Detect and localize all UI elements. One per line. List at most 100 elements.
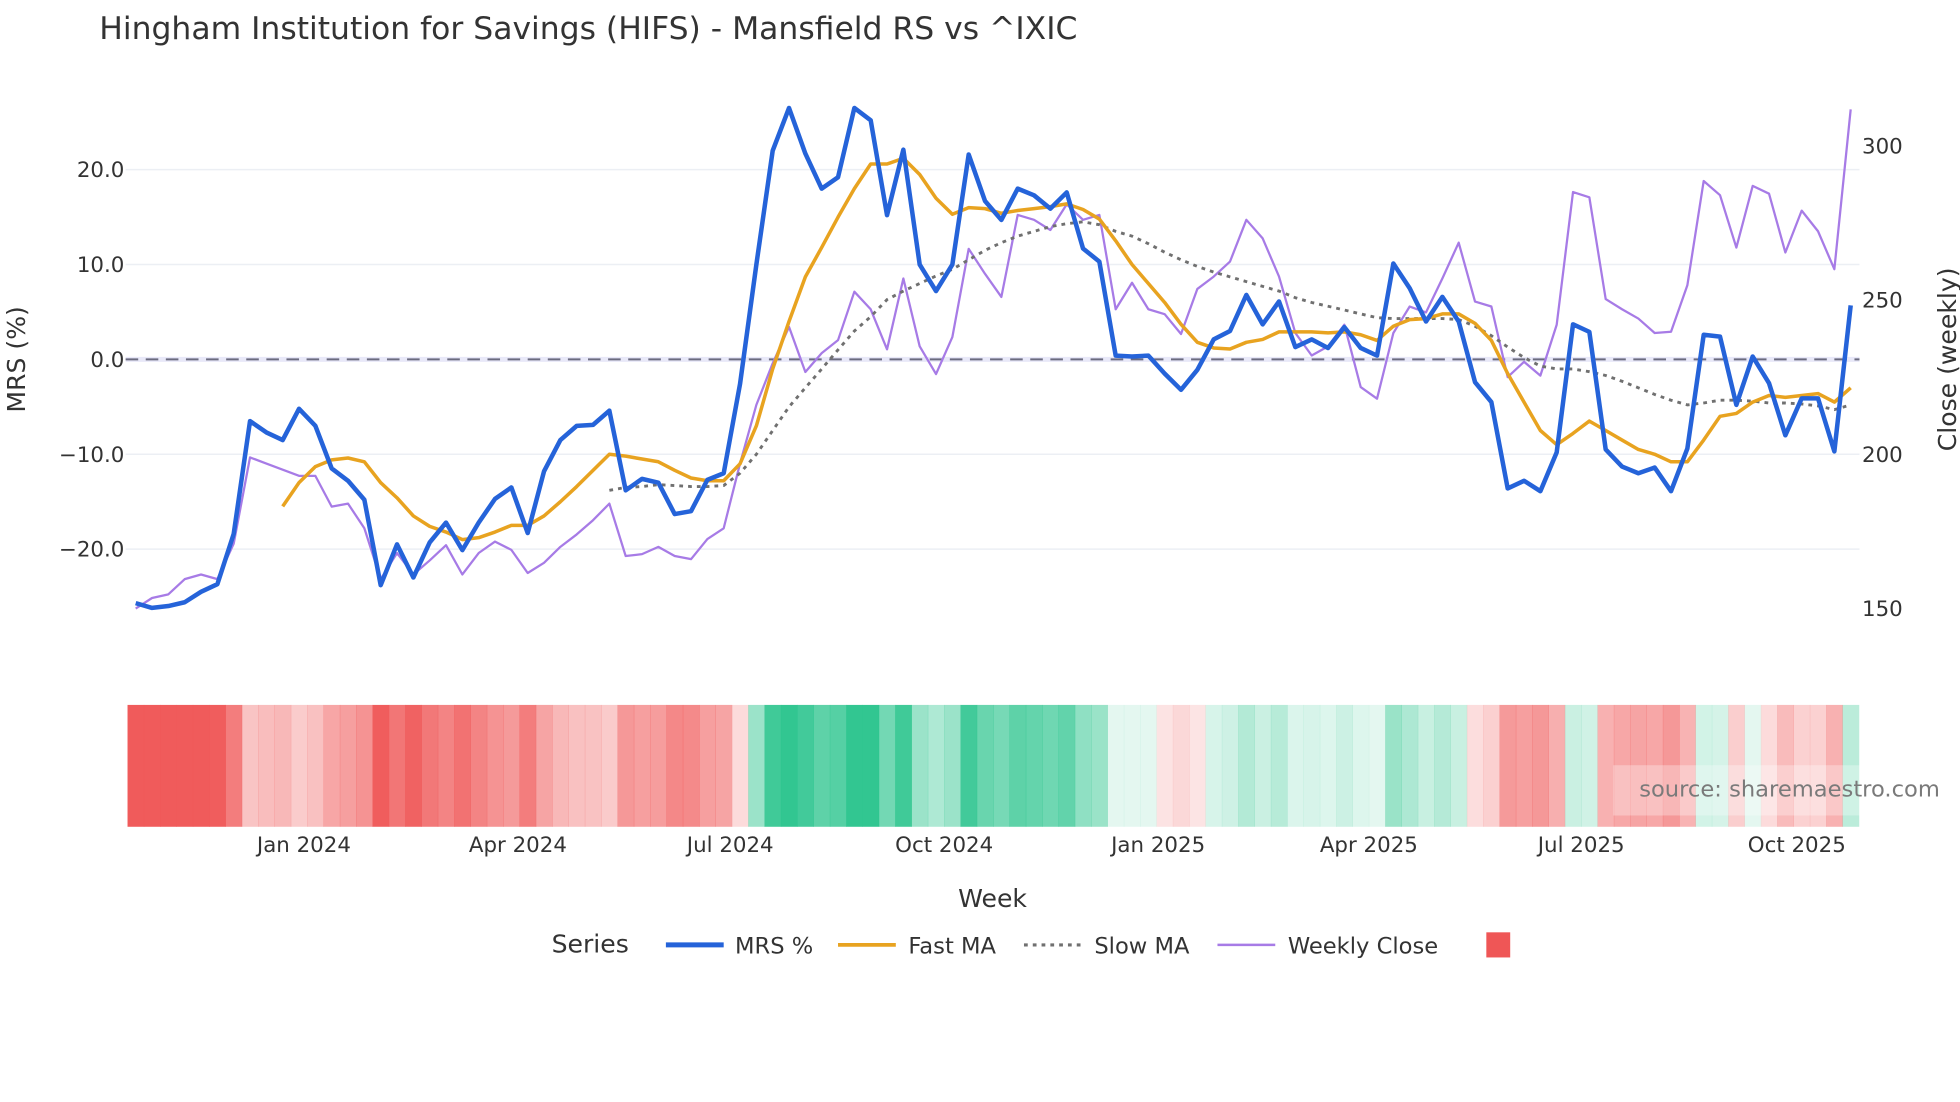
- y-tick-label: 10.0: [77, 253, 125, 278]
- x-axis-title: Week: [958, 884, 1027, 913]
- source-label: source: sharemaestro.com: [1639, 777, 1940, 803]
- legend-label-slow-ma: Slow MA: [1094, 934, 1190, 960]
- heatmap-cell: [388, 704, 406, 827]
- heatmap-cell: [699, 704, 716, 827]
- heatmap-cell: [486, 704, 504, 827]
- heatmap-cell: [927, 704, 945, 827]
- heatmap-cell: [878, 704, 896, 827]
- heatmap-cell: [1450, 704, 1468, 827]
- heatmap-cell: [519, 704, 537, 827]
- heatmap-cell: [1483, 704, 1500, 827]
- heatmap-cell: [1074, 704, 1092, 827]
- legend-item-mrs[interactable]: MRS %: [665, 934, 813, 960]
- heatmap-cell: [584, 704, 602, 827]
- heatmap-cell: [960, 704, 978, 827]
- heatmap-cell: [1662, 704, 1680, 827]
- series-line-slow: [609, 220, 1852, 492]
- y2-axis-title: Close (weekly): [1933, 267, 1960, 451]
- heatmap-cell: [1123, 704, 1141, 827]
- heatmap-cell: [1009, 704, 1027, 827]
- heatmap-cell: [780, 704, 798, 827]
- heatmap-cell: [813, 704, 831, 827]
- gridlines: [125, 168, 1860, 550]
- heatmap-cell: [1679, 704, 1696, 827]
- y-tick-label: −10.0: [59, 443, 124, 468]
- heatmap-cell: [568, 704, 586, 827]
- legend-swatch-heatmap[interactable]: [1486, 932, 1511, 958]
- heatmap-cell: [209, 704, 226, 827]
- heatmap-cell: [1368, 704, 1386, 827]
- heatmap-cell: [1107, 704, 1125, 827]
- heatmap-cell: [1826, 704, 1843, 827]
- heatmap-cell: [1417, 704, 1435, 827]
- heatmap-cell: [241, 704, 259, 827]
- heatmap-cell: [1646, 704, 1664, 827]
- heatmap-cell: [339, 704, 357, 827]
- heatmap-cell: [1319, 704, 1337, 827]
- heatmap-cell: [1401, 704, 1419, 827]
- heatmap-cell: [290, 704, 308, 827]
- heatmap-cell: [1140, 704, 1157, 827]
- heatmap-cell: [437, 704, 455, 827]
- heatmap-cell: [1352, 704, 1370, 827]
- x-tick-label: Jul 2024: [685, 833, 774, 858]
- heatmap-cell: [1287, 704, 1304, 827]
- heatmap-cell: [944, 704, 961, 827]
- legend-item-weekly-close[interactable]: Weekly Close: [1217, 934, 1438, 960]
- heatmap-cell: [1744, 704, 1762, 827]
- heatmap-cell: [862, 704, 880, 827]
- heatmap-cell: [666, 704, 684, 827]
- x-axis-ticks: Jan 2024 Apr 2024 Jul 2024 Oct 2024 Jan 2025…: [255, 833, 1846, 858]
- y-axis-title: MRS (%): [2, 306, 31, 412]
- heatmap-cell: [535, 704, 553, 827]
- heatmap-cell: [454, 704, 471, 827]
- heatmap-cell: [1728, 704, 1745, 827]
- series-line-mrs: [135, 105, 1853, 611]
- heatmap-cell: [895, 704, 912, 827]
- heatmap-cell: [1532, 704, 1549, 827]
- heatmap-cell: [274, 704, 292, 827]
- legend-item-fast-ma[interactable]: Fast MA: [838, 934, 997, 960]
- heatmap-cell: [176, 704, 194, 827]
- legend: Series MRS % Fast MA Slow MA Weekly Clos…: [552, 929, 1511, 960]
- legend-title: Series: [552, 929, 629, 958]
- y-tick-label: −20.0: [59, 538, 124, 563]
- y2-tick-label: 250: [1862, 289, 1903, 314]
- x-tick-label: Apr 2025: [1320, 833, 1418, 858]
- heatmap-cell: [1711, 704, 1729, 827]
- heatmap-cell: [1238, 704, 1255, 827]
- heatmap-cell: [764, 704, 782, 827]
- x-tick-label: Oct 2024: [895, 833, 993, 858]
- y2-axis-ticks: 300 250 200 150: [1862, 134, 1903, 622]
- heatmap-cell: [1499, 704, 1517, 827]
- heatmap-cell: [911, 704, 929, 827]
- x-tick-label: Apr 2024: [469, 833, 567, 858]
- heatmap-cell: [421, 704, 439, 827]
- heatmap-cell: [976, 704, 994, 827]
- heatmap-cell: [470, 704, 488, 827]
- source-background: [1613, 765, 1860, 816]
- y-tick-label: 0.0: [90, 348, 124, 373]
- heatmap-cell: [1581, 704, 1598, 827]
- heatmap-cell: [372, 704, 390, 827]
- x-tick-label: Oct 2025: [1748, 833, 1846, 858]
- legend-item-slow-ma[interactable]: Slow MA: [1023, 934, 1190, 960]
- heatmap-cell: [552, 704, 569, 827]
- heatmap-cell: [307, 704, 324, 827]
- heatmap-cell: [1303, 704, 1321, 827]
- heatmap-cell: [1205, 704, 1223, 827]
- x-tick-label: Jan 2025: [1109, 833, 1205, 858]
- heatmap-cell: [1058, 704, 1076, 827]
- heatmap-cell: [1254, 704, 1272, 827]
- heatmap-cell: [225, 704, 243, 827]
- heatmap-cell: [797, 704, 814, 827]
- heatmap-cell: [1630, 704, 1647, 827]
- heatmap-cell: [1221, 704, 1239, 827]
- heatmap-cell: [323, 704, 341, 827]
- heatmap-cell: [1466, 704, 1484, 827]
- heatmap-cell: [617, 704, 635, 827]
- heatmap-cell: [731, 704, 749, 827]
- y-tick-label: 20.0: [77, 158, 125, 183]
- heatmap-cell: [1564, 704, 1582, 827]
- heatmap-cell: [1809, 704, 1827, 827]
